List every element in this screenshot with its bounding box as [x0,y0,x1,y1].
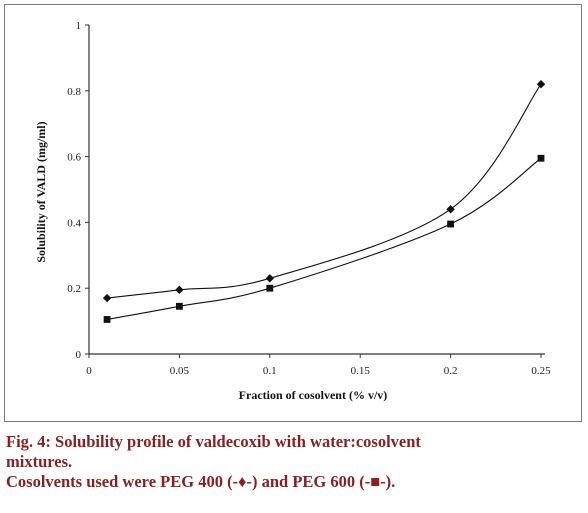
caption-line-3: Cosolvents used were PEG 400 (-♦-) and P… [6,472,396,491]
x-tick-label: 0.15 [351,365,371,377]
series-layer [102,80,546,323]
figure-caption: Fig. 4: Solubility profile of valdecoxib… [6,432,584,492]
data-point-square [266,284,274,292]
series-square [103,154,545,323]
data-point-diamond [536,80,546,89]
data-point-square [447,220,454,228]
chart-frame: 0 0.05 0.1 0.15 0.2 0.25 0 0.2 0.4 0.6 0.8 1 Fract… [4,4,582,422]
y-tick-label: 1 [76,20,82,32]
series-line-diamond [107,83,542,299]
caption-line-1: Fig. 4: Solubility profile of valdecoxib… [6,432,421,451]
data-point-diamond [102,293,112,303]
chart-axes [88,25,545,355]
data-point-square [176,302,183,310]
x-tick-label: 0.1 [263,365,277,377]
y-axis-title: Solubility of VALD (mg/ml) [34,121,48,262]
data-point-diamond [265,274,274,283]
x-tick-label: 0.2 [444,365,458,377]
y-axis-ticks: 0 0.2 0.4 0.6 0.8 1 [67,20,89,361]
solubility-chart: 0 0.05 0.1 0.15 0.2 0.25 0 0.2 0.4 0.6 0.8 1 Fract… [34,20,551,402]
y-tick-label: 0.6 [67,152,81,164]
x-tick-label: 0.25 [531,365,551,377]
data-point-diamond [446,205,455,214]
data-point-square [537,154,545,162]
y-tick-label: 0 [76,349,82,361]
x-tick-label: 0 [86,365,92,377]
series-line-square [106,157,542,320]
x-axis-ticks: 0 0.05 0.1 0.15 0.2 0.25 [86,354,551,377]
x-axis-title: Fraction of cosolvent (% v/v) [239,388,388,402]
y-tick-label: 0.2 [67,283,81,295]
caption-line-2: mixtures. [6,452,73,471]
data-point-square [103,316,111,323]
data-point-diamond [175,285,184,295]
y-tick-label: 0.4 [67,217,81,229]
x-tick-label: 0.05 [170,365,190,377]
series-diamond [102,80,546,303]
y-tick-label: 0.8 [67,86,81,98]
